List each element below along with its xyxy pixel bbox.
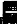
- Point: [14, 19, 15, 20]
- Text: FIG. 2a: FIG. 2a: [1, 1, 17, 19]
- Point: [4, 5, 5, 6]
- Text: FIG. 2b: FIG. 2b: [1, 12, 17, 24]
